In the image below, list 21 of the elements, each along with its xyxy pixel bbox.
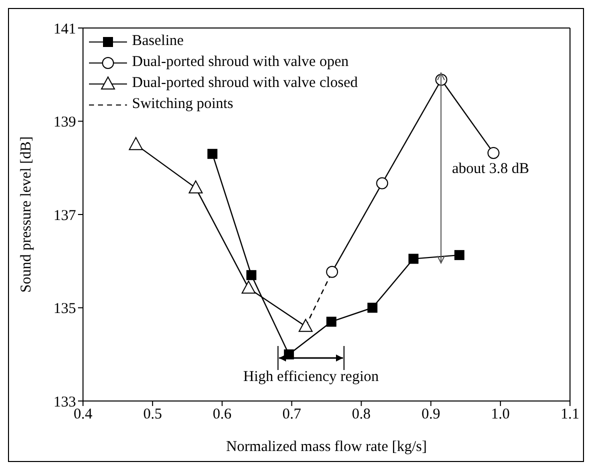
y-tick-label: 135 [54,301,76,318]
x-tick-label: 1.0 [491,406,510,423]
x-tick-label: 1.1 [560,406,580,423]
legend-label: Dual-ported shroud with valve open [132,53,349,72]
annotation: High efficiency region [243,369,380,385]
legend-label: Switching points [132,95,234,114]
x-tick-label: 0.6 [212,406,232,423]
x-tick-label: 0.5 [143,406,162,423]
x-tick-label: 0.7 [282,406,302,423]
x-tick-label: 0.8 [352,406,371,423]
legend-label: Baseline [132,32,184,51]
annotation: about 3.8 dB [452,161,530,177]
y-tick-label: 139 [54,114,76,131]
y-tick-label: 133 [54,394,76,410]
y-tick-label: 141 [54,21,76,38]
legend-label: Dual-ported shroud with valve closed [132,74,358,93]
x-tick-label: 0.4 [74,406,93,423]
y-tick-label: 137 [54,208,76,224]
x-tick-label: 0.9 [421,406,440,423]
y-axis-title: Sound pressure level [dB] [18,136,34,293]
x-axis-title: Normalized mass flow rate [kg/s] [226,439,427,455]
